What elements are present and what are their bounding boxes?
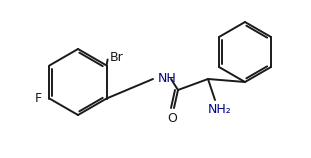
Text: NH₂: NH₂ [208, 103, 232, 116]
Text: NH: NH [158, 73, 177, 85]
Text: F: F [34, 92, 41, 105]
Text: O: O [167, 112, 177, 125]
Text: Br: Br [109, 51, 123, 64]
